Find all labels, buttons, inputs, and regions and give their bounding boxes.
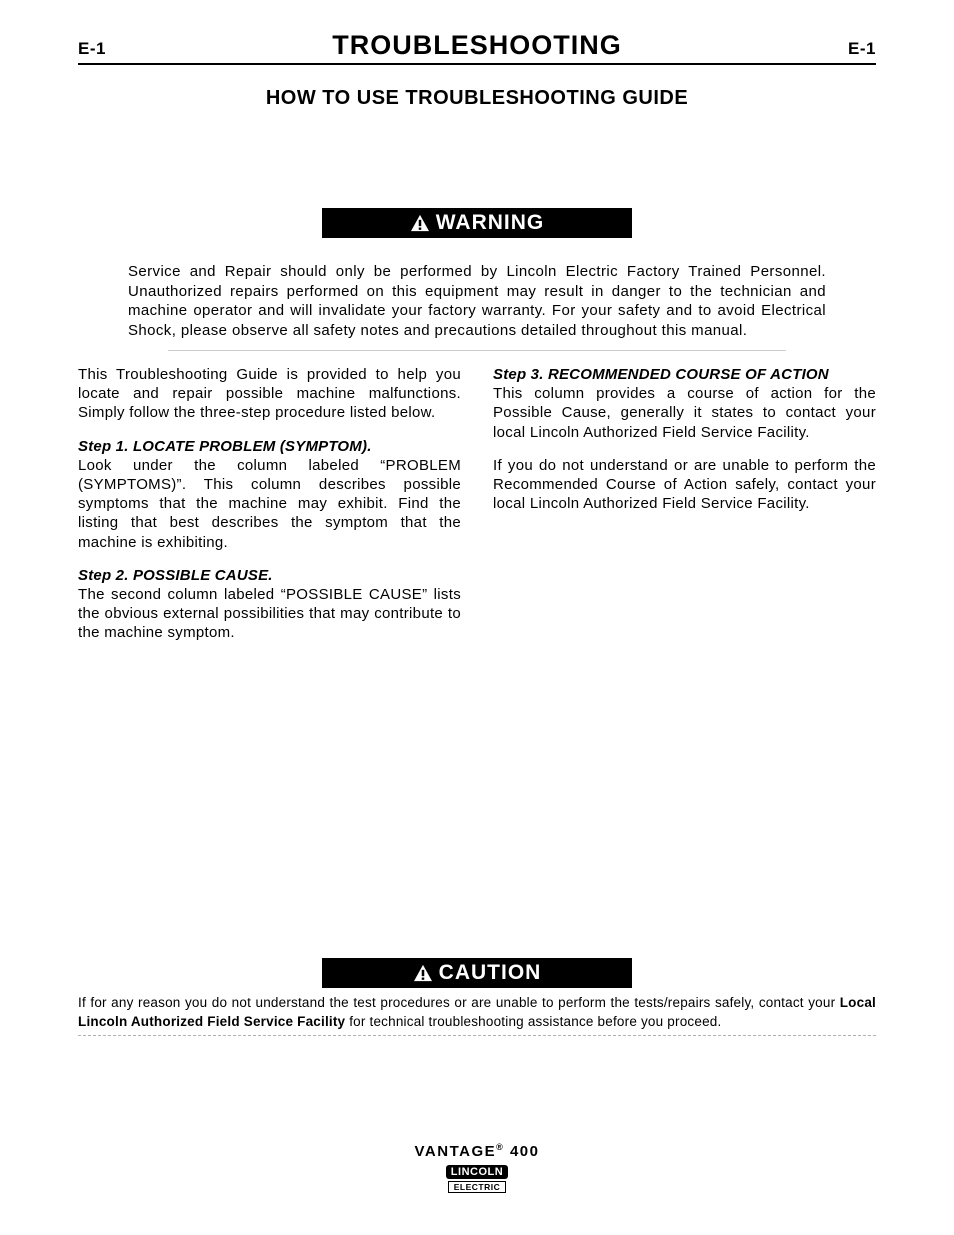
step1-block: Step 1. LOCATE PROBLEM (SYMPTOM). Look u… <box>78 437 461 552</box>
step1-heading: Step 1. LOCATE PROBLEM (SYMPTOM). <box>78 438 372 455</box>
step2-block: Step 2. POSSIBLE CAUSE. The second colum… <box>78 566 461 643</box>
warning-banner: WARNING <box>322 208 632 238</box>
body-columns: This Troubleshooting Guide is provided t… <box>78 365 876 656</box>
header-right: E-1 <box>848 39 876 59</box>
warning-triangle-icon <box>410 214 430 232</box>
header-title: TROUBLESHOOTING <box>332 30 622 61</box>
warning-text: Service and Repair should only be perfor… <box>128 262 826 340</box>
caution-text: If for any reason you do not understand … <box>78 994 876 1035</box>
caution-label: CAUTION <box>439 961 542 985</box>
step1-body: Look under the column labeled “PROBLEM (… <box>78 457 461 551</box>
footer-model-name: VANTAGE <box>415 1143 497 1160</box>
step3-heading: Step 3. RECOMMENDED COURSE OF ACTION <box>493 366 829 383</box>
caution-banner: CAUTION <box>322 958 632 988</box>
logo-top-text: LINCOLN <box>446 1165 508 1179</box>
lincoln-logo: LINCOLN ELECTRIC <box>446 1162 508 1193</box>
caution-triangle-icon <box>413 964 433 982</box>
warning-label: WARNING <box>436 211 545 235</box>
step3-block: Step 3. RECOMMENDED COURSE OF ACTION Thi… <box>493 365 876 442</box>
page-header: E-1 TROUBLESHOOTING E-1 <box>78 30 876 65</box>
page-subtitle: HOW TO USE TROUBLESHOOTING GUIDE <box>78 87 876 110</box>
caution-pre: If for any reason you do not understand … <box>78 995 840 1010</box>
step3-body1: This column provides a course of action … <box>493 385 876 440</box>
page-footer: VANTAGE® 400 LINCOLN ELECTRIC <box>0 1142 954 1195</box>
right-column: Step 3. RECOMMENDED COURSE OF ACTION Thi… <box>493 365 876 656</box>
divider-rule <box>168 350 786 351</box>
intro-paragraph: This Troubleshooting Guide is provided t… <box>78 365 461 423</box>
caution-post: for technical troubleshooting assistance… <box>345 1014 721 1029</box>
step2-heading: Step 2. POSSIBLE CAUSE. <box>78 567 273 584</box>
footer-model: VANTAGE® 400 <box>0 1142 954 1160</box>
left-column: This Troubleshooting Guide is provided t… <box>78 365 461 656</box>
footer-model-number: 400 <box>504 1143 539 1160</box>
logo-bottom-text: ELECTRIC <box>448 1181 506 1193</box>
step2-body: The second column labeled “POSSIBLE CAUS… <box>78 586 461 641</box>
step3-body2: If you do not understand or are unable t… <box>493 456 876 514</box>
header-left: E-1 <box>78 39 106 59</box>
